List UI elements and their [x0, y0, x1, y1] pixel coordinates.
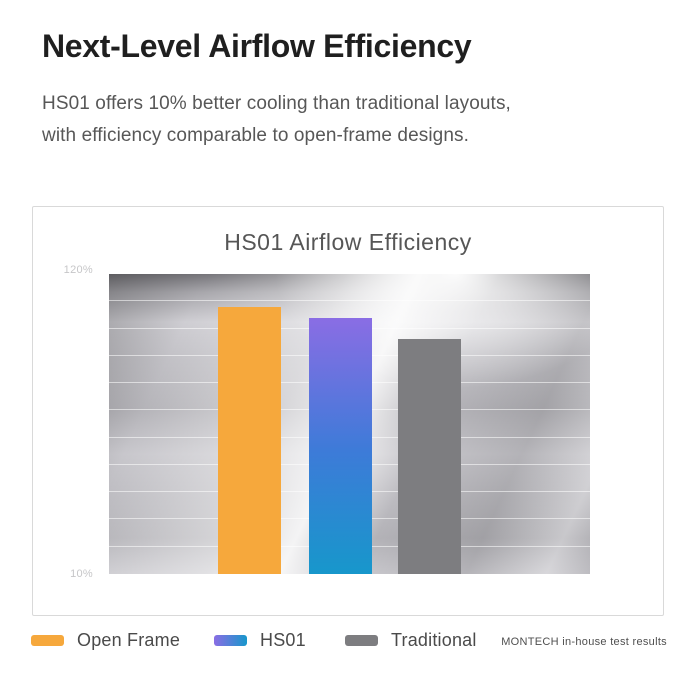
page-subtitle: HS01 offers 10% better cooling than trad…	[42, 88, 511, 152]
legend-swatch-hs01	[214, 634, 247, 646]
legend-label-hs01: HS01	[260, 629, 306, 650]
bar-hs01	[309, 317, 372, 574]
legend-swatch-open-frame	[31, 634, 64, 646]
page-subtitle-line-1: HS01 offers 10% better cooling than trad…	[42, 93, 511, 114]
legend-label-traditional: Traditional	[391, 629, 477, 650]
y-axis-tick-bottom: 10%	[70, 568, 93, 580]
gridline	[109, 300, 590, 302]
chart-card: HS01 Airflow Efficiency 120% 10%	[32, 206, 664, 616]
bar-traditional	[398, 339, 461, 574]
legend-item-open-frame: Open Frame	[31, 629, 180, 651]
legend-label-open-frame: Open Frame	[77, 629, 181, 650]
footnote: MONTECH in-house test results	[501, 636, 667, 648]
y-axis-tick-top: 120%	[63, 264, 93, 276]
chart-title: HS01 Airflow Efficiency	[224, 229, 472, 255]
page-subtitle-line-2: with efficiency comparable to open-frame…	[42, 125, 469, 146]
page-title: Next-Level Airflow Efficiency	[42, 28, 472, 64]
legend-item-traditional: Traditional	[345, 629, 477, 651]
legend-item-hs01: HS01	[214, 629, 306, 651]
plot-area	[109, 274, 590, 574]
legend-swatch-traditional	[345, 634, 378, 646]
bar-open-frame	[218, 306, 281, 574]
